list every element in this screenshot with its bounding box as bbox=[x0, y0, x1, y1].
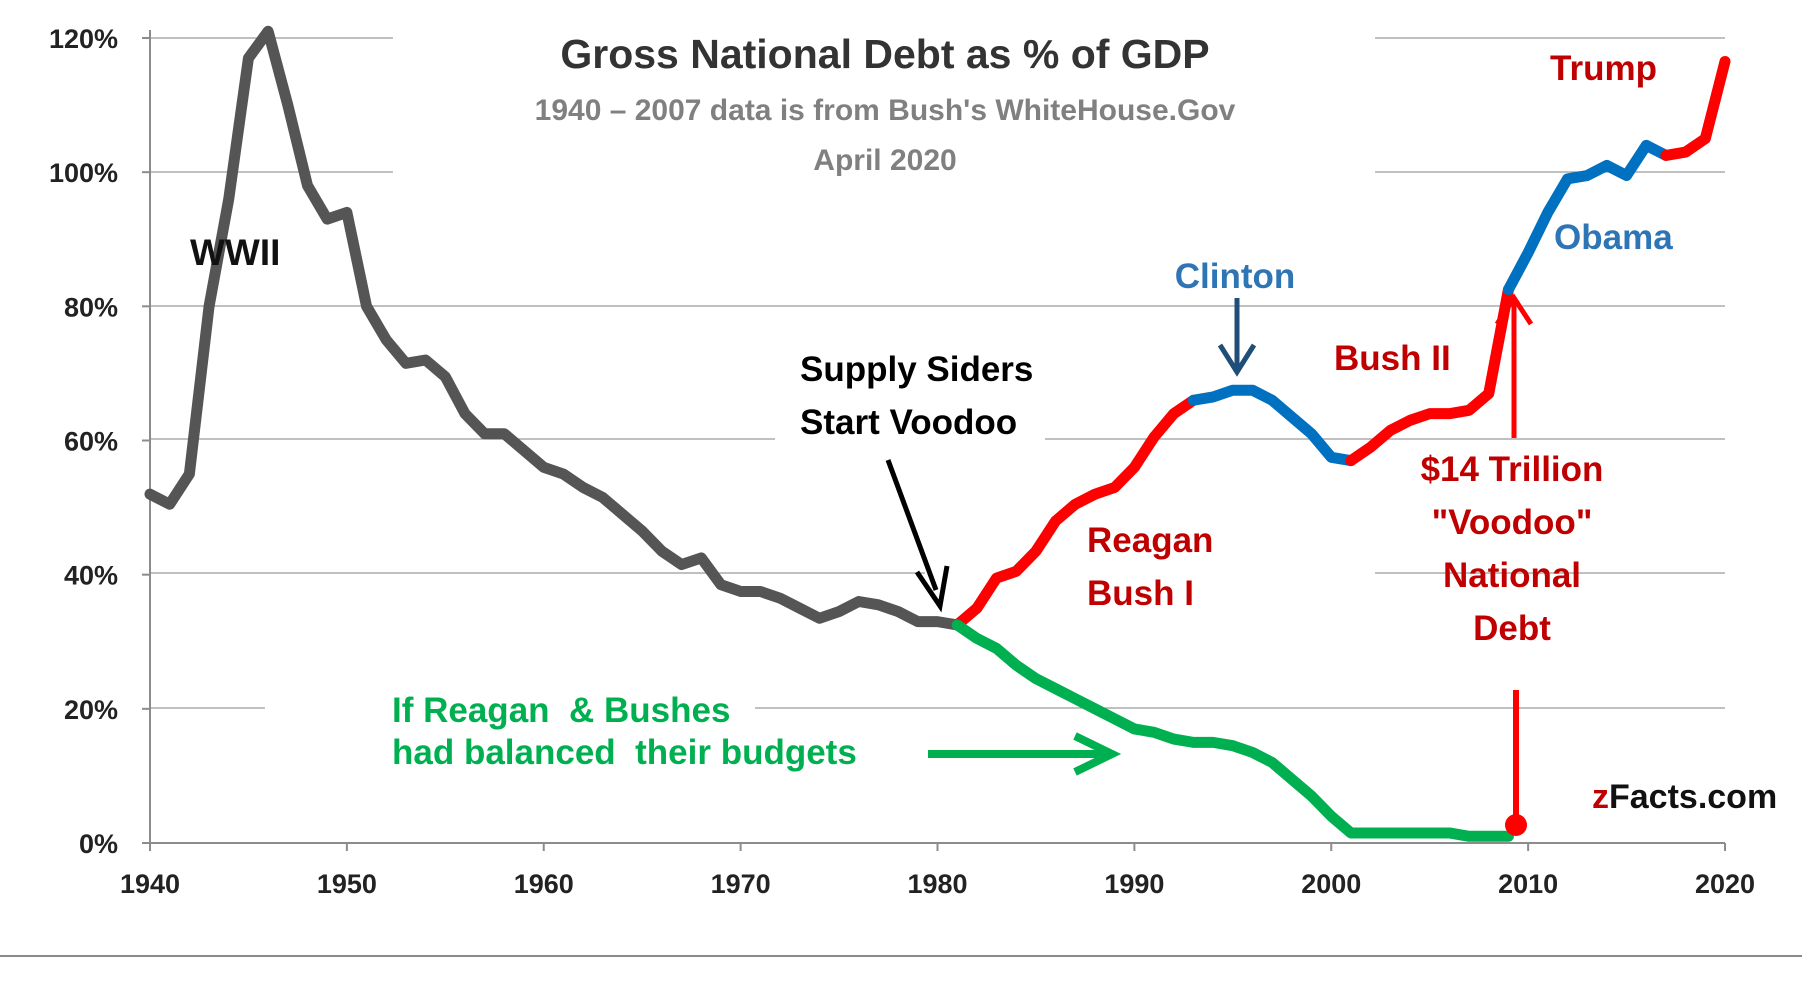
label-voodoo-3: National bbox=[1443, 556, 1581, 595]
label-reagan: Reagan bbox=[1087, 521, 1213, 560]
x-tick-2020: 2020 bbox=[1695, 869, 1755, 899]
x-axis-ticks: 1940 1950 1960 1970 1980 1990 2000 2010 2020 bbox=[120, 843, 1755, 899]
clinton-arrowhead bbox=[1217, 343, 1257, 377]
label-trump: Trump bbox=[1550, 49, 1657, 88]
y-axis-ticks: 0% 20% 40% 60% 80% 100% 120% bbox=[49, 24, 150, 859]
credit-zfacts: zFacts.com bbox=[1592, 778, 1777, 816]
balanced-budget-arrowhead bbox=[1073, 732, 1122, 776]
y-tick-20: 20% bbox=[64, 695, 118, 725]
annotation-arrows bbox=[885, 293, 1534, 836]
series-line-3 bbox=[1345, 284, 1514, 467]
x-tick-1990: 1990 bbox=[1104, 869, 1164, 899]
label-voodoo-4: Debt bbox=[1473, 609, 1551, 648]
label-clinton: Clinton bbox=[1175, 257, 1296, 296]
y-tick-100: 100% bbox=[49, 158, 118, 188]
bottom-divider bbox=[0, 955, 1802, 957]
x-tick-1940: 1940 bbox=[120, 869, 180, 899]
label-bush-i: Bush I bbox=[1087, 574, 1194, 613]
credit-z: z bbox=[1592, 778, 1609, 816]
x-tick-1970: 1970 bbox=[711, 869, 771, 899]
chart-date: April 2020 bbox=[813, 144, 956, 177]
series-line-2 bbox=[1187, 384, 1357, 467]
credit-rest: Facts.com bbox=[1609, 778, 1777, 816]
series-line-6 bbox=[951, 619, 1514, 842]
voodoo-arrowhead bbox=[1494, 293, 1534, 326]
x-tick-1980: 1980 bbox=[907, 869, 967, 899]
x-tick-1960: 1960 bbox=[514, 869, 574, 899]
y-tick-80: 80% bbox=[64, 292, 118, 322]
label-obama: Obama bbox=[1554, 218, 1673, 257]
label-voodoo-2: "Voodoo" bbox=[1432, 503, 1593, 542]
label-start-voodoo: Start Voodoo bbox=[800, 403, 1017, 442]
chart-subtitle: 1940 – 2007 data is from Bush's WhiteHou… bbox=[535, 94, 1236, 127]
label-supply-siders: Supply Siders bbox=[800, 350, 1033, 389]
y-tick-40: 40% bbox=[64, 561, 118, 591]
series-line-0 bbox=[144, 25, 963, 631]
series-layer bbox=[144, 25, 1731, 842]
supply-siders-arrowhead bbox=[914, 565, 950, 613]
label-voodoo-1: $14 Trillion bbox=[1421, 450, 1604, 489]
label-balanced-2: had balanced their budgets bbox=[392, 733, 857, 772]
series-line-4 bbox=[1502, 139, 1672, 296]
label-wwii: WWII bbox=[190, 232, 280, 273]
y-tick-0: 0% bbox=[79, 829, 118, 859]
series-line-1 bbox=[951, 394, 1199, 631]
supply-siders-arrow bbox=[885, 459, 939, 591]
x-tick-2010: 2010 bbox=[1498, 869, 1558, 899]
y-tick-60: 60% bbox=[64, 427, 118, 457]
x-tick-2000: 2000 bbox=[1301, 869, 1361, 899]
chart-title: Gross National Debt as % of GDP bbox=[560, 31, 1209, 77]
series-line-5 bbox=[1660, 55, 1731, 161]
label-balanced-1: If Reagan & Bushes bbox=[392, 691, 730, 730]
y-tick-120: 120% bbox=[49, 24, 118, 54]
label-bush-ii: Bush II bbox=[1334, 339, 1451, 378]
voodoo-dot bbox=[1505, 814, 1527, 836]
x-tick-1950: 1950 bbox=[317, 869, 377, 899]
